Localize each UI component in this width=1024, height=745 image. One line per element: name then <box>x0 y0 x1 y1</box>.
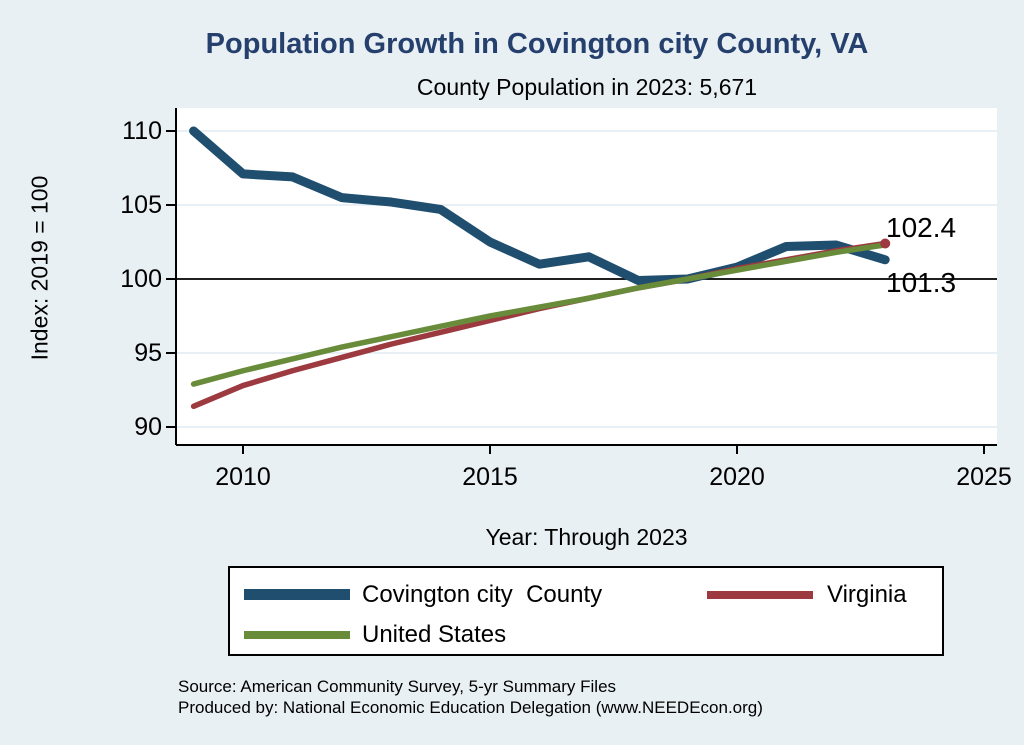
legend-box: Covington city County Virginia United St… <box>228 566 944 656</box>
y-tick-label-95: 95 <box>134 339 162 367</box>
chart-title: Population Growth in Covington city Coun… <box>205 28 869 60</box>
legend-swatch-us <box>244 631 350 639</box>
series-end-marker-1 <box>880 238 891 249</box>
y-tick-label-90: 90 <box>134 413 162 441</box>
x-tick-label-2025: 2025 <box>956 463 1012 491</box>
legend-swatch-county <box>244 589 350 600</box>
legend-swatch-virginia <box>707 591 813 599</box>
y-tick-label-105: 105 <box>120 191 162 219</box>
plot-area <box>176 108 997 445</box>
legend-label-county: Covington city County <box>362 581 603 608</box>
x-tick-label-2015: 2015 <box>462 463 518 491</box>
series-line-2 <box>190 242 888 387</box>
x-tick-label-2020: 2020 <box>709 463 765 491</box>
series-line-0 <box>189 126 890 285</box>
source-line: Source: American Community Survey, 5-yr … <box>178 677 617 696</box>
end-label-county: 101.3 <box>886 267 957 298</box>
y-axis-title: Index: 2019 = 100 <box>26 175 53 361</box>
y-tick-label-110: 110 <box>122 117 162 145</box>
legend-label-virginia: Virginia <box>827 581 907 608</box>
y-tick-label-100: 100 <box>120 265 162 293</box>
produced-by-line: Produced by: National Economic Education… <box>178 698 763 717</box>
x-axis-title: Year: Through 2023 <box>485 524 688 550</box>
legend-label-us: United States <box>362 621 507 648</box>
end-label-virginia: 102.4 <box>886 212 957 243</box>
chart-subtitle: County Population in 2023: 5,671 <box>416 74 758 100</box>
x-tick-label-2010: 2010 <box>215 463 271 491</box>
